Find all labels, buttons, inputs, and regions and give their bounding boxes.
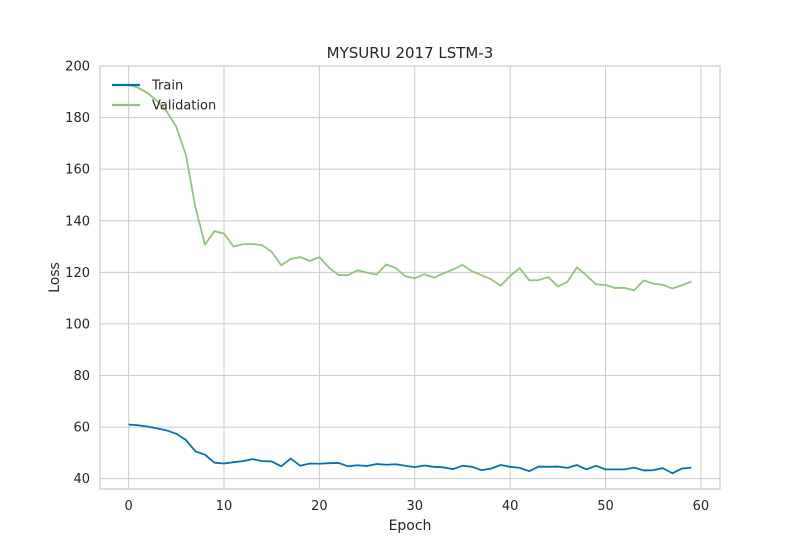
y-tick-label: 180 xyxy=(65,111,90,126)
grid-lines xyxy=(100,65,720,489)
y-tick-label: 40 xyxy=(73,472,90,487)
x-tick-label: 50 xyxy=(597,499,614,514)
series-line-train xyxy=(128,423,692,475)
y-tick-label: 160 xyxy=(65,163,90,178)
x-axis-label: Epoch xyxy=(389,518,432,534)
x-tick-label: 30 xyxy=(406,499,423,514)
series-lines xyxy=(128,83,692,475)
legend-label-validation: Validation xyxy=(152,99,216,114)
y-axis-label: Loss xyxy=(47,262,63,293)
y-tick-label: 80 xyxy=(73,369,90,384)
series-line-validation xyxy=(128,83,692,292)
chart-title: MYSURU 2017 LSTM-3 xyxy=(327,44,494,62)
axis-ticks: 0 10 20 30 40 50 60 40 60 80 100 120 140 160 180 200 xyxy=(65,60,709,515)
legend-label-train: Train xyxy=(151,79,183,94)
x-tick-label: 40 xyxy=(502,499,519,514)
x-tick-label: 10 xyxy=(216,499,233,514)
legend: Train Validation xyxy=(112,79,216,114)
x-tick-label: 0 xyxy=(124,499,132,514)
y-tick-label: 200 xyxy=(65,60,90,75)
x-tick-label: 60 xyxy=(693,499,710,514)
y-tick-label: 120 xyxy=(65,266,90,281)
y-tick-label: 140 xyxy=(65,214,90,229)
y-tick-label: 100 xyxy=(65,317,90,332)
y-tick-label: 60 xyxy=(73,421,90,436)
x-tick-label: 20 xyxy=(311,499,328,514)
